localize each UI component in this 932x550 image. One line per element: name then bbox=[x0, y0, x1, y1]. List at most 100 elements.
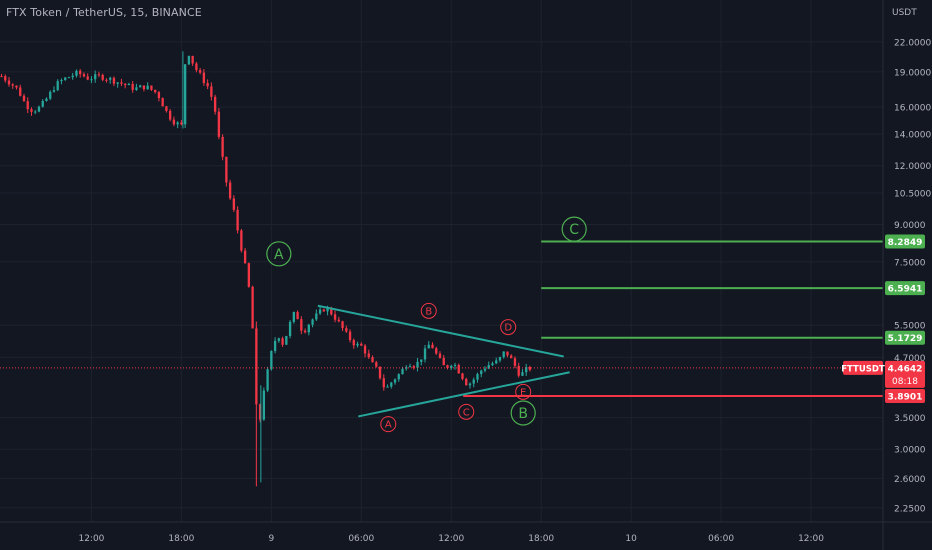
current-price-tag-bg bbox=[885, 360, 925, 388]
candle-body bbox=[225, 156, 228, 183]
candle-body bbox=[495, 360, 498, 364]
x-tick-label: 9 bbox=[268, 534, 274, 544]
trendline[interactable] bbox=[317, 304, 564, 358]
candle-body bbox=[217, 111, 221, 137]
wave-label-circle bbox=[420, 302, 437, 319]
price-tags: 8.2849 6.5941 5.1729 3.8901 FTTUSDT 4.4642 08:… bbox=[841, 234, 925, 403]
candle-body bbox=[191, 55, 194, 64]
candle-body bbox=[45, 98, 48, 102]
x-tick-label: 12:00 bbox=[798, 534, 824, 544]
price-tag-bg bbox=[885, 330, 925, 345]
candle-body bbox=[382, 378, 385, 388]
candle-body bbox=[311, 319, 314, 325]
candle-body bbox=[472, 379, 475, 384]
candle-body bbox=[356, 343, 359, 346]
candle-body bbox=[139, 85, 142, 88]
candle-body bbox=[446, 365, 449, 369]
candle-body bbox=[75, 70, 78, 76]
candle-body bbox=[206, 83, 209, 87]
candle-body bbox=[468, 383, 472, 386]
y-tick-label: 10.5000 bbox=[894, 190, 931, 200]
candle-body bbox=[221, 136, 224, 157]
candle-body bbox=[330, 308, 333, 315]
x-tick-label: 06:00 bbox=[348, 534, 374, 544]
candle-body bbox=[112, 77, 116, 84]
candle-body bbox=[183, 64, 187, 125]
price-tag-bg bbox=[885, 281, 925, 296]
wave-label-circle bbox=[500, 319, 517, 336]
candle-body bbox=[487, 365, 490, 369]
x-tick-label: 18:00 bbox=[168, 534, 194, 544]
candle-body bbox=[4, 76, 7, 81]
x-tick-label: 06:00 bbox=[708, 534, 734, 544]
candle-body bbox=[521, 372, 524, 376]
candle-body bbox=[491, 363, 494, 366]
candle-body bbox=[307, 324, 310, 333]
y-tick-label: 3.5000 bbox=[894, 414, 926, 424]
candle-body bbox=[416, 361, 419, 368]
candle-body bbox=[408, 366, 412, 368]
candle-body bbox=[109, 77, 112, 80]
x-tick-label: 12:00 bbox=[78, 534, 104, 544]
candle-body bbox=[326, 308, 329, 312]
candle-body bbox=[303, 330, 307, 333]
candle-body bbox=[420, 359, 423, 362]
candle-body bbox=[37, 106, 41, 112]
y-tick-label: 2.2500 bbox=[894, 504, 926, 514]
candle-body bbox=[202, 72, 206, 84]
y-tick-label: 12.0000 bbox=[894, 162, 931, 172]
wave-label-circle bbox=[380, 416, 397, 433]
countdown-text: 08:18 bbox=[892, 377, 918, 387]
candle-body bbox=[210, 86, 213, 97]
candle-body bbox=[270, 351, 273, 370]
candle-body bbox=[82, 74, 86, 77]
candle-body bbox=[22, 95, 26, 102]
candle-body bbox=[281, 338, 284, 345]
candle-body bbox=[97, 74, 101, 76]
candle-body bbox=[401, 368, 404, 375]
candle-body bbox=[64, 77, 67, 80]
wave-label-circle bbox=[266, 241, 292, 267]
candle-body bbox=[337, 319, 340, 322]
candle-body bbox=[510, 355, 513, 359]
candle-body bbox=[292, 312, 295, 322]
trendline[interactable] bbox=[358, 371, 570, 418]
wave-label-text: B bbox=[425, 306, 432, 317]
candle-body bbox=[232, 198, 236, 210]
price-axis[interactable]: 22.0000 19.0000 16.0000 14.0000 12.0000 10.50… bbox=[894, 38, 931, 514]
wave-label-text: A bbox=[274, 247, 284, 263]
candle-body bbox=[11, 84, 14, 86]
candles bbox=[0, 51, 532, 487]
price-tag-text: 6.5941 bbox=[888, 285, 923, 295]
chart-title: FTX Token / TetherUS, 15, BINANCE bbox=[6, 6, 202, 19]
candle-body bbox=[34, 111, 37, 113]
candle-body bbox=[427, 344, 430, 349]
x-tick-label: 12:00 bbox=[438, 534, 464, 544]
candle-body bbox=[135, 87, 138, 90]
candle-body bbox=[157, 92, 161, 99]
time-axis[interactable]: 12:00 18:00 9 06:00 12:00 18:00 10 06:00 12:00 bbox=[78, 534, 824, 544]
symbol-tag-bg bbox=[843, 360, 883, 375]
price-tag-text: 5.1729 bbox=[888, 334, 923, 344]
candle-body bbox=[154, 89, 157, 93]
candle-body bbox=[423, 348, 427, 360]
candle-body bbox=[528, 367, 532, 370]
candle-body bbox=[243, 250, 247, 264]
candle-body bbox=[450, 365, 453, 369]
candle-body bbox=[453, 364, 457, 366]
symbol-tag-text: FTTUSDT bbox=[841, 364, 885, 374]
triangle-trendlines bbox=[317, 304, 570, 418]
candle-body bbox=[131, 83, 134, 90]
wave-label-circle bbox=[561, 216, 587, 242]
candle-body bbox=[7, 80, 11, 85]
candle-body bbox=[266, 369, 269, 391]
candle-body bbox=[150, 85, 153, 90]
candle-body bbox=[277, 338, 281, 341]
candle-body bbox=[52, 90, 56, 92]
candle-body bbox=[483, 368, 487, 371]
wave-label-text: D bbox=[504, 323, 512, 334]
currency-label: USDT bbox=[892, 8, 917, 18]
candle-body bbox=[172, 119, 176, 125]
candle-body bbox=[258, 404, 262, 420]
